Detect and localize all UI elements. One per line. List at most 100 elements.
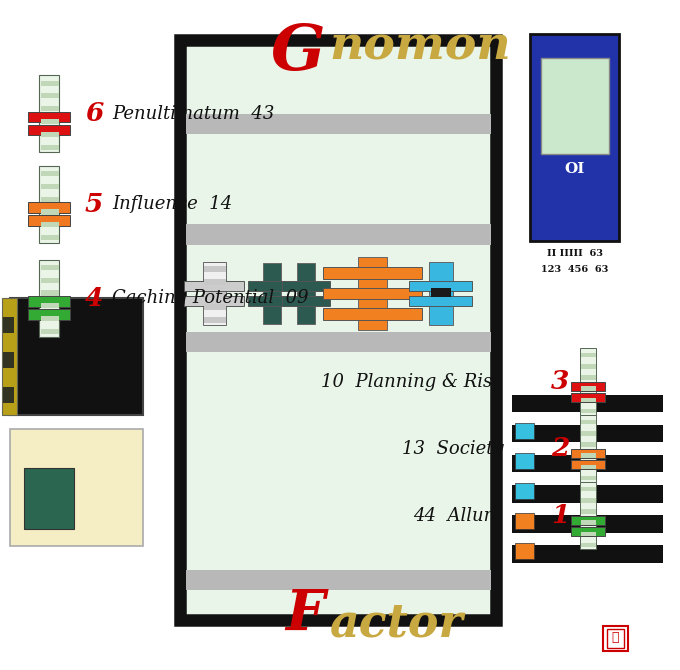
Bar	[581, 397, 596, 402]
Bar	[581, 531, 596, 536]
Bar	[41, 277, 59, 283]
Bar	[41, 107, 59, 111]
Bar	[580, 415, 596, 482]
Bar	[581, 487, 596, 491]
Bar	[41, 184, 59, 189]
Text: actor: actor	[330, 600, 464, 647]
Bar	[580, 348, 596, 415]
Bar	[186, 114, 491, 134]
Bar	[512, 485, 663, 502]
Text: 13  Society: 13 Society	[402, 440, 503, 458]
Bar	[581, 543, 596, 547]
Bar	[41, 329, 59, 334]
Bar	[180, 40, 496, 620]
Bar	[409, 296, 472, 306]
Bar	[607, 629, 624, 648]
Bar	[581, 498, 596, 502]
Text: 4: 4	[85, 285, 103, 311]
Bar	[581, 454, 596, 458]
Bar	[581, 387, 596, 391]
Bar	[41, 265, 59, 270]
Bar	[41, 304, 59, 308]
Bar	[581, 375, 596, 380]
Bar	[41, 93, 59, 98]
Text: 10  Planning & Risk: 10 Planning & Risk	[321, 373, 503, 391]
Bar	[248, 296, 296, 306]
Bar	[39, 259, 58, 336]
Text: Influence  14: Influence 14	[112, 196, 233, 213]
Bar	[41, 222, 59, 228]
Bar	[409, 281, 472, 291]
Bar	[571, 393, 605, 402]
Bar	[323, 308, 422, 320]
Bar	[186, 224, 491, 245]
Bar	[571, 382, 605, 391]
Bar	[41, 132, 59, 137]
Bar	[581, 409, 596, 413]
Bar	[41, 235, 59, 241]
Text: Penultimatum  43: Penultimatum 43	[112, 105, 275, 123]
Bar	[41, 316, 59, 321]
Bar	[184, 281, 244, 291]
Bar	[515, 423, 534, 439]
Bar	[29, 309, 69, 320]
Text: 3: 3	[551, 369, 569, 395]
Bar	[41, 171, 59, 176]
Bar	[581, 420, 596, 424]
Bar	[248, 281, 296, 291]
Bar	[581, 521, 596, 525]
Bar	[580, 482, 596, 549]
Bar	[430, 288, 451, 297]
Bar	[186, 332, 491, 352]
Text: 44  Allure: 44 Allure	[413, 507, 503, 525]
Bar	[204, 304, 226, 310]
Text: F: F	[286, 587, 325, 642]
Bar	[41, 290, 59, 295]
Bar	[515, 513, 534, 529]
Bar	[2, 298, 17, 415]
Text: 5: 5	[85, 192, 103, 217]
Text: 6: 6	[85, 101, 103, 127]
Bar	[184, 296, 244, 306]
Bar	[29, 215, 69, 226]
Bar	[41, 210, 59, 214]
Bar	[512, 545, 663, 563]
Bar	[41, 119, 59, 124]
Text: nomon: nomon	[330, 23, 511, 70]
Bar	[515, 453, 534, 469]
Text: 2: 2	[551, 436, 569, 462]
Bar	[204, 266, 226, 272]
Bar	[186, 570, 491, 590]
Bar	[41, 197, 59, 202]
Bar	[571, 449, 605, 458]
Bar	[297, 263, 315, 324]
Bar	[581, 431, 596, 436]
Bar	[282, 281, 330, 291]
Bar	[512, 425, 663, 442]
Text: OI: OI	[564, 162, 585, 176]
Text: Caching Potential  09: Caching Potential 09	[112, 289, 309, 307]
Bar	[512, 455, 663, 472]
Bar	[3, 352, 14, 368]
Bar	[530, 34, 619, 241]
Bar	[29, 112, 69, 123]
Bar	[203, 261, 226, 325]
Bar	[512, 395, 663, 412]
Bar	[29, 202, 69, 213]
Bar	[29, 296, 69, 307]
Text: 123  456  63: 123 456 63	[541, 265, 609, 273]
Text: G: G	[271, 22, 325, 84]
Bar	[10, 298, 143, 415]
Bar	[581, 464, 596, 469]
Bar	[323, 287, 422, 299]
Bar	[581, 353, 596, 357]
Text: 木: 木	[611, 631, 619, 645]
Bar	[428, 261, 453, 325]
Text: II IIIII  63: II IIIII 63	[547, 249, 602, 258]
Bar	[41, 80, 59, 86]
Bar	[512, 515, 663, 533]
Bar	[3, 317, 14, 333]
Bar	[24, 468, 74, 529]
Bar	[541, 58, 609, 154]
Bar	[571, 516, 605, 525]
